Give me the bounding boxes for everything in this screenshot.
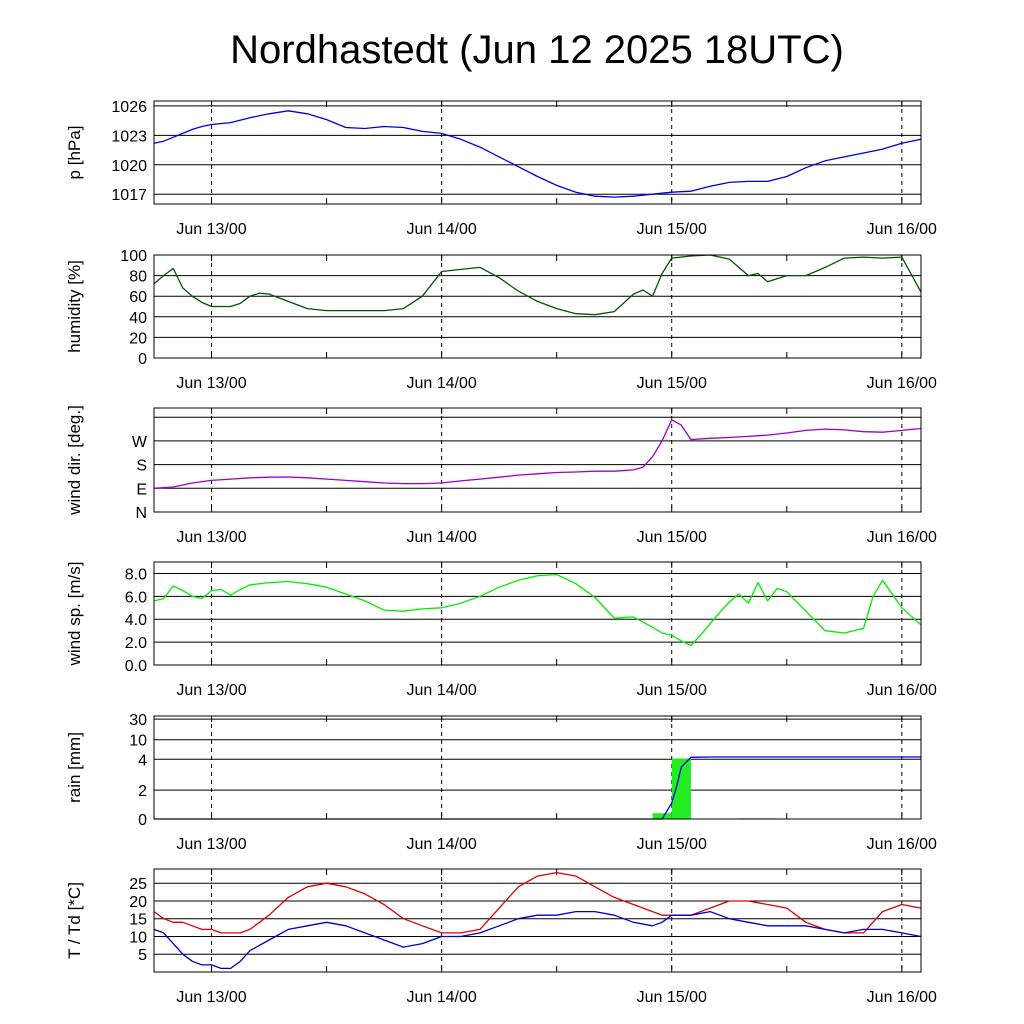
y-axis-label: T / Td [*C] [65, 882, 84, 959]
y-tick-label: 0 [138, 812, 147, 829]
y-tick-label: 1023 [111, 128, 147, 145]
y-tick-label: N [135, 505, 147, 522]
y-tick-label: 2.0 [125, 635, 147, 652]
y-tick-label: 80 [129, 269, 147, 286]
y-tick-label: 1026 [111, 99, 147, 116]
y-tick-label: 1020 [111, 158, 147, 175]
plot-frame [153, 561, 922, 666]
series-line-0 [153, 871, 922, 934]
x-tick-label: Jun 13/00 [176, 375, 246, 392]
y-tick-label: 2 [138, 783, 147, 800]
y-tick-label: 60 [129, 289, 147, 306]
series-line-0 [153, 573, 922, 647]
y-axis-label: wind dir. [deg.] [65, 405, 84, 516]
y-tick-label: 0 [138, 351, 147, 368]
x-tick-label: Jun 14/00 [406, 529, 476, 546]
y-tick-label: 0.0 [125, 658, 147, 675]
y-axis-label: p [hPa] [65, 126, 84, 180]
y-axis-label: rain [mm] [65, 732, 84, 803]
chart-title: Nordhastedt (Jun 12 2025 18UTC) [230, 28, 844, 72]
series-line-0 [154, 756, 921, 820]
y-tick-label: S [136, 458, 147, 475]
x-tick-label: Jun 16/00 [867, 221, 937, 238]
x-tick-label: Jun 14/00 [406, 836, 476, 853]
y-tick-label: 8.0 [125, 566, 147, 583]
x-tick-label: Jun 16/00 [867, 529, 937, 546]
x-tick-label: Jun 15/00 [637, 375, 707, 392]
y-tick-label: 40 [129, 310, 147, 327]
y-tick-label: 4 [138, 752, 147, 769]
y-tick-label: 30 [129, 712, 147, 729]
y-tick-label: 10 [129, 929, 147, 946]
x-tick-label: Jun 15/00 [637, 836, 707, 853]
series-line-1 [153, 910, 922, 970]
x-tick-label: Jun 15/00 [637, 221, 707, 238]
x-tick-label: Jun 15/00 [637, 682, 707, 699]
x-tick-label: Jun 16/00 [867, 989, 937, 1006]
y-axis-label: wind sp. [m/s] [65, 562, 84, 667]
y-axis-label: humidity [%] [65, 260, 84, 353]
plot-frame [153, 715, 922, 820]
plot-frame [153, 868, 922, 973]
y-tick-label: 20 [129, 330, 147, 347]
x-tick-label: Jun 14/00 [406, 682, 476, 699]
plot-frame [153, 100, 922, 205]
y-tick-label: 100 [120, 248, 147, 265]
y-tick-label: 4.0 [125, 612, 147, 629]
x-tick-label: Jun 13/00 [176, 221, 246, 238]
x-tick-label: Jun 15/00 [637, 989, 707, 1006]
panel-wind-speed: 0.0 2.0 4.0 6.0 8.0 wind sp. [m/s] Jun 13/00 Ju… [65, 561, 937, 699]
series-line-0 [153, 110, 922, 198]
panel-humidity: 0 20 40 60 80 100 humidity [%] Jun 13/00 Jun 14/… [65, 248, 937, 392]
panel-pressure: 1017 1020 1023 1026 p [hPa] Jun 13/00 Jun 14/0… [65, 99, 937, 238]
x-tick-label: Jun 16/00 [867, 836, 937, 853]
x-tick-label: Jun 15/00 [637, 529, 707, 546]
rain-bar [652, 813, 672, 819]
series-line-0 [153, 419, 922, 489]
x-tick-label: Jun 16/00 [867, 375, 937, 392]
plot-frame [153, 254, 922, 359]
y-tick-label: 5 [138, 947, 147, 964]
y-tick-label: 25 [129, 876, 147, 893]
series-line-0 [153, 254, 922, 316]
rain-bar [671, 758, 691, 819]
x-tick-label: Jun 14/00 [406, 221, 476, 238]
y-tick-label: W [132, 434, 148, 451]
y-tick-label: E [136, 481, 147, 498]
y-tick-label: 20 [129, 894, 147, 911]
x-tick-label: Jun 13/00 [176, 682, 246, 699]
panel-rain: 0 2 4 10 30 rain [mm] Jun 13/00 Jun 14/00 Jun 15… [65, 712, 937, 853]
x-tick-label: Jun 13/00 [176, 836, 246, 853]
x-tick-label: Jun 14/00 [406, 989, 476, 1006]
x-tick-label: Jun 14/00 [406, 375, 476, 392]
y-tick-label: 10 [129, 733, 147, 750]
y-tick-label: 15 [129, 912, 147, 929]
x-tick-label: Jun 13/00 [176, 989, 246, 1006]
x-tick-label: Jun 13/00 [176, 529, 246, 546]
x-tick-label: Jun 16/00 [867, 682, 937, 699]
y-tick-label: 6.0 [125, 589, 147, 606]
plot-frame [153, 407, 922, 513]
y-tick-label: 1017 [111, 187, 147, 204]
